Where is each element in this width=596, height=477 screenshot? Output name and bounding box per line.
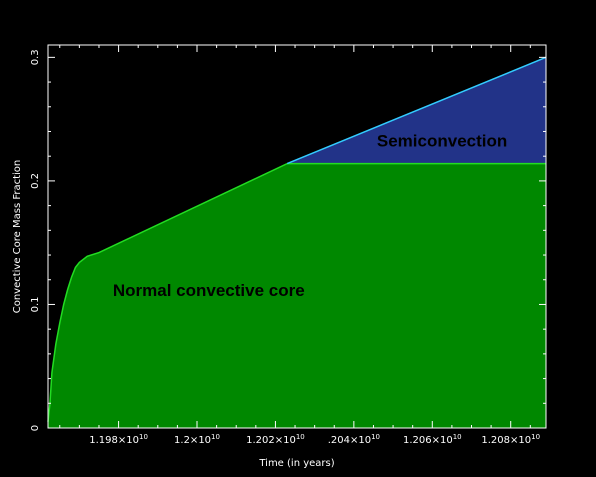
normal-core-boundary-line [47, 162, 546, 422]
y-axis-label: Convective Core Mass Fraction [12, 160, 23, 314]
x-tick-mantissa: .204×10 [328, 435, 371, 446]
x-tick-label: 1.208×1010 [481, 433, 540, 446]
plot-area [47, 56, 547, 428]
x-tick-label: 1.202×1010 [246, 433, 305, 446]
x-axis-label: Time (in years) [258, 458, 334, 469]
y-tick-label: 0.2 [30, 173, 41, 189]
x-tick-mantissa: 1.2×10 [174, 435, 211, 446]
x-tick-label: 1.198×1010 [89, 433, 148, 446]
x-tick-exponent: 10 [211, 433, 220, 441]
x-tick-mantissa: 1.206×10 [403, 435, 453, 446]
normal-core-annotation: Normal convective core [113, 281, 305, 300]
semiconvection-boundary-line [286, 56, 547, 165]
y-tick-label: 0.3 [30, 49, 41, 65]
x-tick-exponent: 10 [371, 433, 380, 441]
semiconvection-annotation: Semiconvection [377, 131, 507, 150]
x-tick-label: 1.206×1010 [403, 433, 462, 446]
plot-frame [47, 44, 547, 429]
x-tick-mantissa: 1.202×10 [246, 435, 296, 446]
axis-ticks: 1.198×1010 1.2×1010 1.202×1010.204×1010 1.2… [30, 45, 546, 446]
x-tick-mantissa: 1.208×10 [481, 435, 531, 446]
x-tick-mantissa: 1.198×10 [89, 435, 139, 446]
x-tick-label: .204×1010 [328, 433, 380, 446]
y-tick-label: 0 [30, 425, 41, 431]
normal-core-area [48, 163, 546, 428]
x-tick-exponent: 10 [139, 433, 148, 441]
x-tick-exponent: 10 [296, 433, 305, 441]
x-tick-exponent: 10 [453, 433, 462, 441]
x-tick-exponent: 10 [531, 433, 540, 441]
x-tick-label: 1.2×1010 [174, 433, 220, 446]
y-tick-label: 0.1 [30, 296, 41, 312]
